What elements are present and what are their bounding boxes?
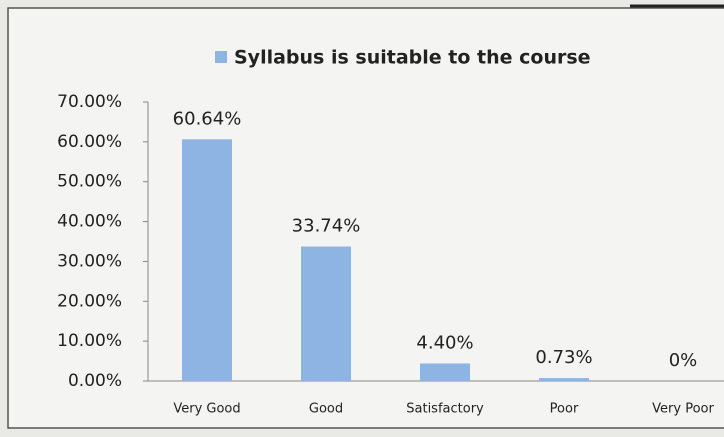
value-label: 60.64% [173,108,242,129]
x-tick-label: Poor [550,402,579,417]
x-tick-label: Very Good [173,402,240,417]
bar [182,139,232,381]
y-tick-label: 50.00% [57,172,122,192]
y-tick-label: 30.00% [57,251,122,271]
x-tick-label: Satisfactory [406,402,484,417]
y-tick-label: 60.00% [57,132,122,152]
y-tick-label: 70.00% [57,92,122,112]
value-label: 0.73% [535,347,592,368]
value-label: 0% [669,350,698,371]
bar [420,363,470,381]
bar [301,246,351,381]
legend-swatch [215,51,227,63]
x-tick-label: Very Poor [652,402,714,417]
value-label: 4.40% [416,332,473,353]
value-label: 33.74% [292,216,361,237]
y-tick-label: 0.00% [68,371,122,391]
legend-label: Syllabus is suitable to the course [234,47,591,69]
bar [539,378,589,381]
chart-frame [7,7,724,429]
x-tick-label: Good [309,402,343,417]
y-tick-label: 20.00% [57,291,122,311]
y-tick-label: 10.00% [57,331,122,351]
y-tick-label: 40.00% [57,212,122,232]
